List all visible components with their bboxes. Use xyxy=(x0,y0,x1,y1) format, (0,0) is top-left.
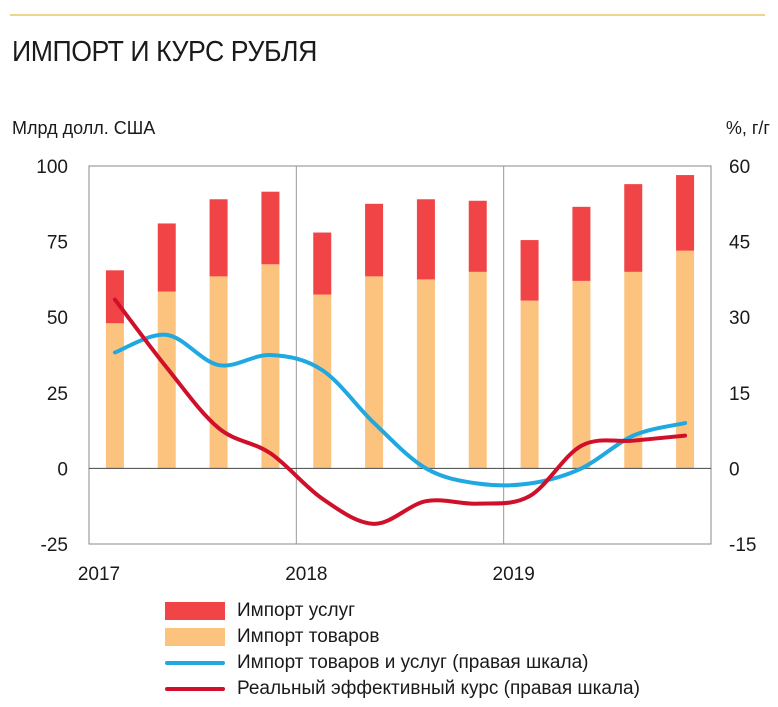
bar-goods-7 xyxy=(416,279,435,469)
bar-services-1 xyxy=(105,270,124,324)
y2-tick-label-5: 0 xyxy=(729,459,740,480)
bar-goods-8 xyxy=(468,271,487,469)
bar-services-11 xyxy=(624,184,643,272)
legend-item-services: Импорт услуг xyxy=(165,598,640,624)
legend-item-imports-line: Импорт товаров и услуг (правая шкала) xyxy=(165,650,640,676)
y2-tick-label-1: 60 xyxy=(729,157,750,178)
y-tick-label-4: 25 xyxy=(47,384,68,405)
bar-goods-1 xyxy=(105,323,124,469)
bar-services-9 xyxy=(520,240,539,301)
x-year-label-2019: 2019 xyxy=(493,564,535,585)
y2-tick-label-4: 15 xyxy=(729,384,750,405)
line-imports-goods-services xyxy=(112,332,688,488)
bar-goods-12 xyxy=(676,250,695,469)
left-axis-unit: Млрд долл. США xyxy=(12,118,156,138)
chart-title: ИМПОРТ И КУРС РУБЛЯ xyxy=(12,36,317,68)
legend-swatch-goods xyxy=(165,628,225,646)
bar-services-4 xyxy=(261,191,280,265)
legend-swatch-reer-line xyxy=(165,687,225,691)
bar-services-6 xyxy=(365,203,384,277)
legend-label-services: Импорт услуг xyxy=(237,600,356,621)
x-year-label-2017: 2017 xyxy=(78,564,120,585)
bar-goods-4 xyxy=(261,264,280,469)
line-real-effective-rate xyxy=(112,297,688,526)
y-tick-label-5: 0 xyxy=(57,459,68,480)
y-tick-label-1: 100 xyxy=(36,157,68,178)
y-tick-label-3: 50 xyxy=(47,308,68,329)
legend: Импорт услуг Импорт товаров Импорт товар… xyxy=(165,598,640,702)
legend-swatch-services xyxy=(165,602,225,620)
right-axis-unit: %, г/г xyxy=(725,118,770,138)
legend-item-goods: Импорт товаров xyxy=(165,624,640,650)
bar-goods-3 xyxy=(209,276,228,469)
legend-label-goods: Импорт товаров xyxy=(237,626,380,647)
bar-services-2 xyxy=(157,223,176,292)
bar-goods-10 xyxy=(572,280,591,469)
top-accent-rule xyxy=(10,14,765,16)
legend-label-imports-line: Импорт товаров и услуг (правая шкала) xyxy=(237,652,589,673)
bar-goods-5 xyxy=(313,294,332,469)
y-tick-label-6: -25 xyxy=(41,535,68,556)
y2-tick-label-6: -15 xyxy=(729,535,756,556)
bar-goods-6 xyxy=(365,276,384,469)
bar-services-3 xyxy=(209,199,228,277)
bar-services-12 xyxy=(676,175,695,251)
bar-goods-2 xyxy=(157,291,176,469)
legend-label-reer-line: Реальный эффективный курс (правая шкала) xyxy=(237,678,640,699)
bar-services-8 xyxy=(468,200,487,272)
bar-services-5 xyxy=(313,232,332,295)
x-year-label-2018: 2018 xyxy=(285,564,327,585)
chart-area: 100 75 50 25 0 -25 60 45 30 15 0 -15 2017 2018 2019 xyxy=(36,157,756,585)
bar-goods-11 xyxy=(624,271,643,469)
legend-swatch-imports-line xyxy=(165,661,225,665)
y2-tick-label-2: 45 xyxy=(729,233,750,254)
bar-goods-9 xyxy=(520,300,539,469)
y-tick-label-2: 75 xyxy=(47,233,68,254)
plot-frame xyxy=(88,165,712,545)
bar-services-10 xyxy=(572,206,591,281)
legend-item-reer-line: Реальный эффективный курс (правая шкала) xyxy=(165,676,640,702)
y2-tick-label-3: 30 xyxy=(729,308,750,329)
bar-services-7 xyxy=(416,199,435,280)
